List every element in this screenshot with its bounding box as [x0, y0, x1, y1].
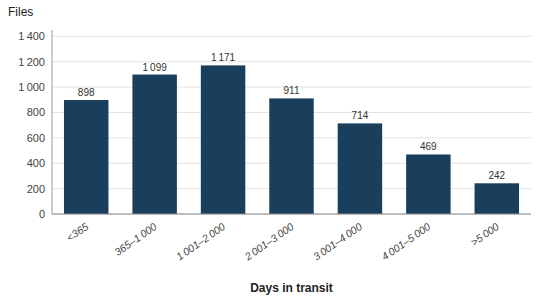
grid — [52, 36, 531, 214]
bar — [406, 154, 450, 214]
bar — [475, 183, 519, 214]
x-axis-line — [52, 214, 531, 215]
data-label: 911 — [284, 85, 300, 96]
x-tick-label: 4 001–5 000 — [379, 220, 433, 262]
data-label: 1 099 — [143, 62, 168, 73]
grid-line — [52, 36, 531, 37]
y-axis-label: Files — [8, 5, 33, 19]
y-axis-line — [52, 30, 53, 214]
data-label: 898 — [78, 87, 95, 98]
y-tick-label: 400 — [27, 157, 45, 169]
grid-line — [52, 61, 531, 62]
y-tick-label: 1 400 — [18, 30, 45, 42]
chart: 0 200 400 600 800 1 000 1 200 1 400 898 1 099 1 17… — [0, 0, 545, 298]
grid-line — [52, 214, 531, 215]
x-tick-label: <365 — [64, 220, 90, 243]
bar — [269, 98, 313, 214]
x-tick-label: 3 001–4 000 — [311, 220, 365, 262]
y-tick-label: 800 — [27, 106, 45, 118]
chart-container: 0 200 400 600 800 1 000 1 200 1 400 898 1 099 1 17… — [0, 0, 545, 298]
x-tick-label: 1 001–2 000 — [174, 220, 228, 262]
data-label: 1 171 — [211, 52, 236, 63]
bar — [64, 100, 108, 214]
y-tick-label: 1 200 — [18, 56, 45, 68]
y-tick-label: 200 — [27, 183, 45, 195]
bar — [201, 65, 245, 214]
bars — [64, 65, 519, 214]
x-axis-label: Days in transit — [250, 281, 333, 295]
bar — [338, 123, 382, 214]
y-tick-label: 0 — [39, 208, 45, 220]
data-label: 714 — [352, 110, 369, 121]
data-label: 469 — [420, 141, 437, 152]
data-label: 242 — [488, 170, 505, 181]
x-tick-label: 2 001–3 000 — [241, 220, 295, 263]
x-tick-label: 365–1 000 — [112, 220, 159, 258]
x-tick-label: >5 000 — [468, 220, 501, 248]
y-tick-label: 1 000 — [18, 81, 45, 93]
y-tick-label: 600 — [27, 132, 45, 144]
bar — [132, 75, 176, 214]
